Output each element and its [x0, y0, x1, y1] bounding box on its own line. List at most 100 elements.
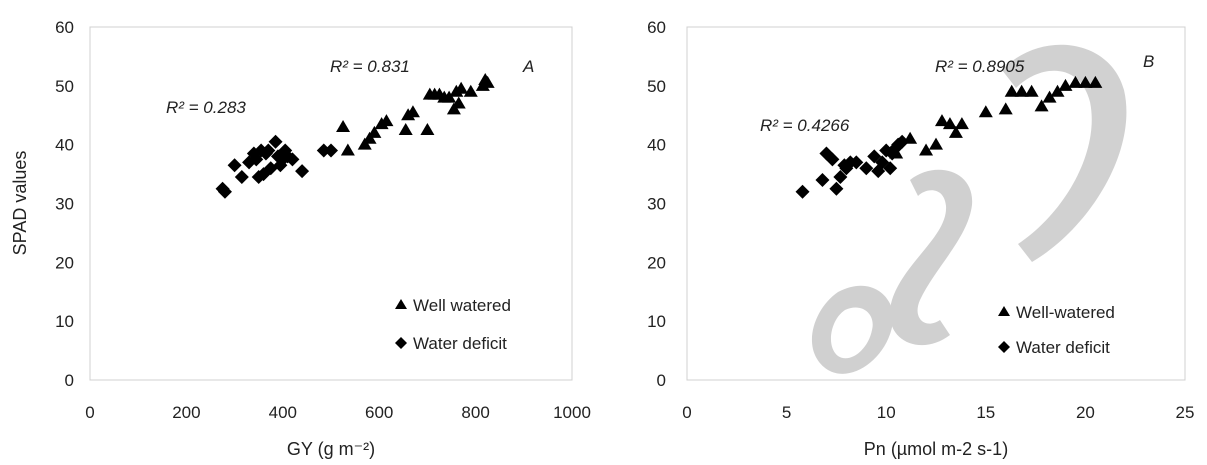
well-watered-point	[942, 117, 957, 130]
legend-triangle-marker-a	[395, 299, 407, 309]
r2-label-a-water-deficit: R² = 0.283	[166, 98, 246, 117]
water-deficit-point	[316, 143, 331, 158]
r2-label-b-water-deficit: R² = 0.4266	[760, 116, 850, 135]
well-watered-point	[451, 96, 466, 109]
legend-triangle-marker-b	[998, 306, 1010, 316]
well-watered-point	[978, 105, 993, 118]
plot-area-b	[686, 26, 1186, 381]
legend-label-a-well-watered: Well watered	[413, 296, 511, 315]
y-tick-label: 10	[55, 312, 74, 331]
chart-panel-b: 0 5 10 15 20 25 0 10 20 30 40 50 60 Pn (µmol m-2 s-…	[647, 18, 1194, 459]
well-watered-point	[1014, 84, 1029, 97]
well-watered-point	[367, 125, 382, 138]
legend-a: Well watered Water deficit	[395, 296, 511, 353]
y-tick-labels-a: 0 10 20 30 40 50 60	[55, 18, 74, 390]
well-watered-point	[420, 122, 435, 135]
water-deficit-point	[324, 143, 338, 158]
y-tick-label: 0	[657, 371, 666, 390]
y-tick-label: 10	[647, 312, 666, 331]
x-tick-label: 5	[782, 403, 791, 422]
well-watered-point	[998, 102, 1013, 115]
well-watered-point	[1042, 90, 1057, 103]
y-tick-label: 30	[55, 195, 74, 214]
x-tick-label: 15	[976, 403, 995, 422]
water-deficit-point	[795, 184, 810, 199]
y-tick-label: 30	[647, 195, 666, 214]
water-deficit-point	[849, 155, 864, 170]
x-tick-label: 600	[365, 403, 393, 422]
x-tick-label: 20	[1076, 403, 1095, 422]
legend-label-a-water-deficit: Water deficit	[413, 334, 507, 353]
well-watered-point	[398, 122, 413, 135]
well-watered-point	[1050, 84, 1065, 97]
x-tick-label: 10	[877, 403, 896, 422]
water-deficit-point	[295, 164, 310, 179]
x-tick-label: 800	[461, 403, 489, 422]
well-watered-point	[1068, 75, 1083, 88]
x-tick-label: 0	[682, 403, 691, 422]
r2-label-b-well-watered: R² = 0.8905	[935, 57, 1025, 76]
y-tick-labels-b: 0 10 20 30 40 50 60	[647, 18, 666, 390]
well-watered-point	[929, 137, 943, 150]
x-axis-title-a: GY (g m⁻²)	[287, 439, 375, 459]
water-deficit-point	[227, 158, 242, 173]
water-deficit-point	[859, 161, 874, 176]
water-deficit-point	[285, 152, 300, 167]
y-tick-label: 20	[55, 253, 74, 272]
water-deficit-point	[815, 172, 830, 187]
well-watered-point	[954, 117, 969, 130]
water-deficit-point	[234, 170, 249, 185]
water-deficit-point	[895, 134, 910, 149]
panel-label-a: A	[522, 57, 534, 76]
y-tick-label: 50	[55, 77, 74, 96]
well-watered-point	[480, 75, 495, 88]
well-watered-point	[1088, 75, 1103, 88]
plot-area-a	[89, 26, 573, 381]
x-tick-label: 400	[269, 403, 297, 422]
y-tick-label: 60	[55, 18, 74, 37]
y-tick-label: 0	[65, 371, 74, 390]
x-tick-label: 0	[85, 403, 94, 422]
y-tick-label: 60	[647, 18, 666, 37]
water-deficit-point	[268, 134, 283, 149]
well-watered-point	[405, 105, 420, 118]
y-tick-label: 50	[647, 77, 666, 96]
well-watered-point	[454, 81, 469, 94]
y-tick-label: 40	[55, 136, 74, 155]
well-watered-point	[934, 114, 949, 127]
well-watered-point	[1024, 84, 1039, 97]
well-watered-point	[442, 90, 457, 103]
data-points-a	[215, 72, 495, 199]
x-tick-label: 25	[1176, 403, 1195, 422]
data-points-b	[795, 75, 1103, 199]
x-tick-labels-b: 0 5 10 15 20 25	[682, 403, 1194, 422]
well-watered-point	[1004, 84, 1019, 97]
well-watered-point	[340, 143, 355, 156]
x-tick-label: 1000	[553, 403, 591, 422]
water-deficit-point	[217, 184, 232, 199]
legend-diamond-marker-a	[395, 337, 407, 349]
panel-label-b: B	[1143, 52, 1154, 71]
well-watered-point	[463, 84, 478, 97]
r2-label-a-well-watered: R² = 0.831	[330, 57, 410, 76]
y-tick-label: 20	[647, 253, 666, 272]
well-watered-point	[919, 143, 934, 156]
water-deficit-point	[833, 170, 848, 185]
legend-label-b-well-watered: Well-watered	[1016, 303, 1115, 322]
well-watered-point	[336, 120, 351, 133]
x-axis-title-b: Pn (µmol m-2 s-1)	[864, 439, 1008, 459]
legend-diamond-marker-b	[998, 341, 1010, 353]
x-tick-labels-a: 0 200 400 600 800 1000	[85, 403, 591, 422]
well-watered-point	[379, 114, 394, 127]
legend-b: Well-watered Water deficit	[998, 303, 1115, 357]
y-tick-label: 40	[647, 136, 666, 155]
legend-label-b-water-deficit: Water deficit	[1016, 338, 1110, 357]
water-deficit-point	[825, 152, 840, 167]
water-deficit-point	[829, 181, 844, 196]
y-axis-title-a: SPAD values	[10, 151, 30, 256]
x-tick-label: 200	[172, 403, 200, 422]
well-watered-point	[1078, 75, 1093, 88]
water-deficit-point	[883, 161, 898, 176]
chart-panel-a: 0 200 400 600 800 1000 0 10 20 30 40 50 60 GY (g m⁻…	[10, 18, 591, 459]
well-watered-point	[948, 125, 963, 138]
